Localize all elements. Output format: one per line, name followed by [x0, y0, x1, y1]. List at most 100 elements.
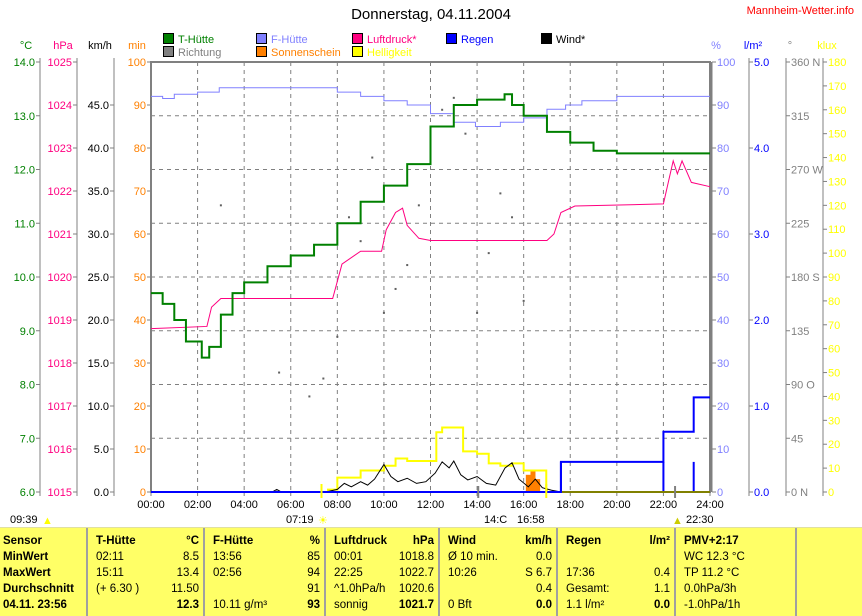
sun-icon: ☀	[318, 515, 328, 527]
y-tick-label: 10.0	[14, 272, 35, 284]
x-tick-label: 22:00	[650, 499, 678, 511]
legend-swatch	[256, 46, 267, 57]
table-row: 13:56 85	[213, 549, 320, 565]
table-row: Regen l/m²	[566, 533, 670, 549]
legend-item: F-Hütte	[256, 33, 308, 46]
direction-point	[336, 335, 339, 338]
table-column: Regen l/m² 17:36 0.4 Gesamt: 1.1 1.1 l/m² 0.0	[558, 528, 676, 616]
rain-bar	[662, 461, 665, 492]
y-tick-label: 180	[828, 57, 846, 69]
y-tick-label: 1023	[48, 143, 72, 155]
sunshine-bar	[535, 479, 541, 492]
y-tick-label: 5.0	[754, 57, 769, 69]
y-tick-label: 140	[828, 153, 846, 165]
direction-point	[499, 192, 502, 195]
y-tick-label: 225	[791, 218, 809, 230]
y-tick-label: 1017	[48, 401, 72, 413]
table-row: 10:26 S 6.7	[448, 565, 552, 581]
table-row: T-Hütte °C	[96, 533, 199, 549]
y-tick-label: 45	[791, 433, 803, 445]
y-tick-label: 30	[828, 415, 840, 427]
y-tick-label: 30	[717, 358, 729, 370]
y-tick-label: 80	[828, 296, 840, 308]
y-tick-label: 6.0	[20, 487, 35, 499]
legend-swatch	[163, 46, 174, 57]
x-tick-label: 18:00	[556, 499, 584, 511]
table-row: 0 Bft 0.0	[448, 597, 552, 613]
table-value: 0.4	[654, 567, 670, 579]
y-tick-label: 2.0	[754, 315, 769, 327]
legend-label: Regen	[461, 34, 494, 46]
y-tick-label: 1018	[48, 358, 72, 370]
y-tick-label: 0	[717, 487, 723, 499]
legend-label: F-Hütte	[271, 34, 308, 46]
table-label: 0.0hPa/3h	[684, 583, 737, 595]
table-column	[797, 528, 862, 616]
legend-swatch	[541, 33, 552, 44]
direction-point	[452, 96, 455, 99]
table-row	[566, 549, 670, 565]
direction-point	[441, 108, 444, 111]
table-row: MaxWert	[3, 565, 84, 581]
y-tick-label: 1022	[48, 186, 72, 198]
x-tick-label: 10:00	[370, 499, 398, 511]
rain-bar	[692, 461, 695, 492]
table-row: 91	[213, 581, 320, 597]
table-label: PMV+2:17	[684, 535, 739, 547]
series-line-luftdruck	[150, 159, 711, 330]
y-tick-label: 120	[828, 200, 846, 212]
y-tick-label: 0	[140, 487, 146, 499]
axis-unit-label: klux	[817, 40, 837, 52]
legend-item: Wind*	[541, 33, 585, 46]
y-tick-label: 30	[134, 358, 146, 370]
y-tick-label: 100	[717, 57, 735, 69]
y-tick-label: 40.0	[88, 143, 109, 155]
table-label: T-Hütte	[96, 535, 136, 547]
site-link[interactable]: Mannheim-Wetter.info	[746, 5, 854, 17]
table-column: Luftdruck hPa 00:01 1018.8 22:25 1022.7 ^1.0hP…	[326, 528, 440, 616]
table-row: 04.11. 23:56	[3, 597, 84, 613]
y-tick-label: 180 S	[791, 272, 820, 284]
series-line-fhtte	[151, 87, 710, 127]
direction-point	[308, 395, 311, 398]
y-tick-label: 60	[134, 229, 146, 241]
table-value: 0.0	[536, 551, 552, 563]
table-label: 22:25	[334, 567, 363, 579]
legend-swatch	[163, 33, 174, 44]
table-row: PMV+2:17	[684, 533, 791, 549]
direction-point	[476, 311, 479, 314]
axis-unit-label: %	[711, 40, 721, 52]
y-tick-label: 315	[791, 111, 809, 123]
direction-point	[417, 204, 420, 207]
series-line-thtte	[151, 93, 710, 359]
table-value: 1020.6	[398, 583, 434, 595]
x-tick-label: 24:00	[696, 499, 724, 511]
y-tick-label: 100	[128, 57, 146, 69]
legend-item: Richtung	[163, 46, 221, 59]
y-tick-label: 80	[717, 143, 729, 155]
table-column: F-Hütte% 13:56 85 02:56 94 91 10.11 g/m³ 93	[205, 528, 326, 616]
table-value: °C	[186, 535, 199, 547]
table-label: MaxWert	[3, 567, 51, 579]
table-label: 04.11. 23:56	[3, 599, 67, 611]
y-tick-label: 7.0	[20, 433, 35, 445]
y-tick-label: 110	[828, 224, 846, 236]
legend-item: Regen	[446, 33, 493, 46]
table-label: 10.11 g/m³	[213, 599, 268, 611]
table-row: 0.0hPa/3h	[684, 581, 791, 597]
y-tick-label: 10	[717, 444, 729, 456]
table-row: 15:11 13.4	[96, 565, 199, 581]
y-tick-label: 1019	[48, 315, 72, 327]
y-tick-label: 160	[828, 105, 846, 117]
legend-item: Luftdruck*	[352, 33, 417, 46]
legend-swatch	[352, 46, 363, 57]
y-tick-label: 5.0	[94, 444, 109, 456]
x-tick-label: 08:00	[324, 499, 352, 511]
series-line-regen	[151, 396, 710, 493]
table-label: Sensor	[3, 535, 42, 547]
y-tick-label: 360 N	[791, 57, 820, 69]
table-label: TP 11.2 °C	[684, 567, 740, 579]
y-tick-label: 1016	[48, 444, 72, 456]
table-value: 94	[307, 567, 320, 579]
